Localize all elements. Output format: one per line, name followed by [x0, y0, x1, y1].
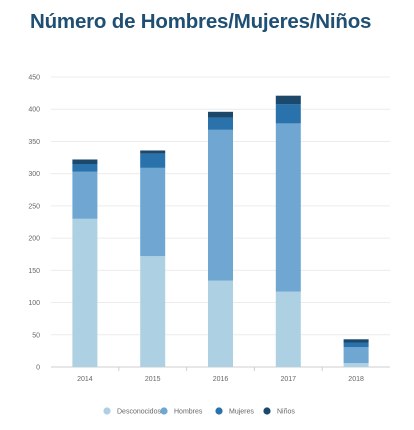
y-axis: 0 50 100 150 200 250 300 350 400 450: [28, 75, 40, 372]
bar-segment-mujeres-2015: [140, 153, 166, 168]
legend-label: Hombres: [174, 409, 203, 416]
y-tick-label: 0: [36, 365, 40, 372]
y-tick-label: 200: [28, 236, 40, 243]
bar-segment-hombres-2015: [140, 167, 166, 257]
legend-marker-mujeres: [215, 407, 223, 415]
bar-segment-niños-2017: [275, 95, 301, 105]
bar-segment-niños-2015: [140, 150, 166, 154]
legend: Desconocidos Hombres Mujeres Niños: [103, 407, 295, 416]
chart-title: Número de Hombres/Mujeres/Niños: [30, 10, 372, 33]
y-tick-label: 150: [28, 268, 40, 275]
y-tick-label: 50: [32, 332, 40, 339]
x-tick-label: 2017: [281, 376, 297, 383]
legend-marker-desconocidos: [103, 407, 111, 415]
y-tick-label: 350: [28, 139, 40, 146]
bar-segment-niños-2014: [72, 159, 98, 164]
bar-segment-mujeres-2014: [72, 164, 98, 172]
y-tick-label: 300: [28, 171, 40, 178]
bar-segment-hombres-2017: [275, 123, 301, 292]
x-axis: 2014 2015 2016 2017 2018: [77, 367, 364, 383]
legend-label: Desconocidos: [117, 409, 161, 416]
bar-segment-desconocidos-2015: [140, 256, 166, 367]
bar-segment-mujeres-2018: [343, 342, 369, 348]
bar-segment-mujeres-2016: [208, 117, 233, 130]
legend-label: Niños: [277, 409, 295, 416]
bar-segment-desconocidos-2016: [208, 280, 233, 367]
bar-segment-desconocidos-2014: [72, 218, 98, 367]
x-tick-label: 2016: [213, 376, 229, 383]
x-tick-label: 2014: [77, 376, 93, 383]
x-tick-label: 2018: [348, 376, 364, 383]
bar-segment-niños-2018: [343, 339, 369, 343]
bars: [72, 95, 369, 367]
bar-segment-hombres-2016: [208, 129, 233, 281]
bar-segment-desconocidos-2018: [343, 363, 369, 367]
legend-label: Mujeres: [229, 409, 254, 416]
legend-marker-hombres: [160, 407, 168, 415]
bar-segment-hombres-2018: [343, 347, 369, 364]
legend-marker-niños: [263, 407, 271, 415]
bar-segment-hombres-2014: [72, 171, 98, 219]
bar-segment-mujeres-2017: [275, 104, 301, 124]
y-tick-label: 100: [28, 300, 40, 307]
y-tick-label: 450: [28, 75, 40, 82]
bar-segment-desconocidos-2017: [275, 291, 301, 367]
y-tick-label: 250: [28, 203, 40, 210]
y-tick-label: 400: [28, 107, 40, 114]
bar-segment-niños-2016: [208, 111, 233, 118]
x-tick-label: 2015: [145, 376, 161, 383]
